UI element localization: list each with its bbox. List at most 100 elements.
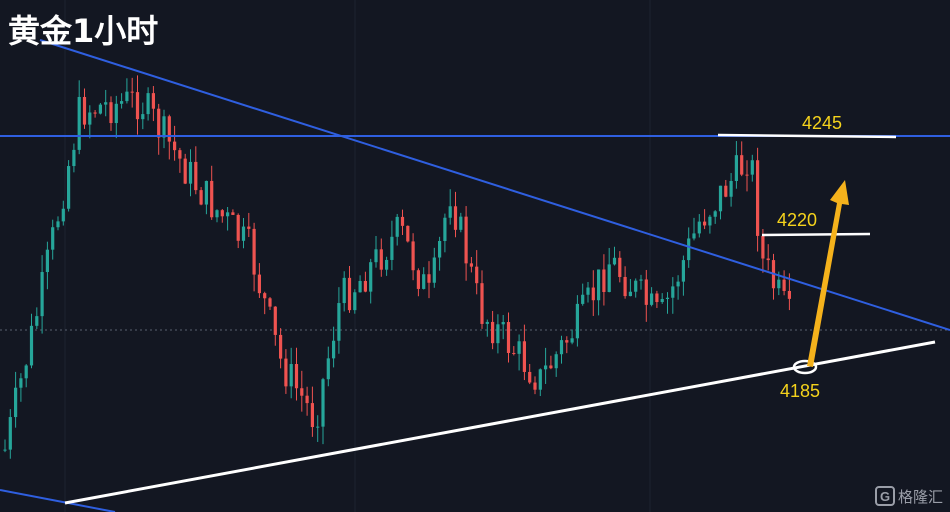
level-line bbox=[717, 133, 897, 139]
candle-body bbox=[67, 166, 71, 209]
candle-body bbox=[729, 181, 733, 197]
candle-body bbox=[45, 249, 49, 273]
title: 黄金1小时 bbox=[8, 12, 158, 50]
candle-body bbox=[93, 112, 97, 114]
watermark-icon bbox=[875, 486, 895, 506]
candle-body bbox=[766, 258, 770, 261]
candle-body bbox=[655, 293, 659, 303]
candle-body bbox=[512, 352, 516, 354]
candle-body bbox=[98, 104, 102, 114]
candle-body bbox=[464, 216, 468, 264]
candle-body bbox=[612, 257, 617, 265]
candle-body bbox=[660, 299, 664, 303]
candle-body bbox=[120, 101, 124, 104]
support-line bbox=[64, 340, 936, 505]
candle-body bbox=[522, 341, 526, 372]
candle-body bbox=[61, 208, 65, 222]
candle-body bbox=[506, 322, 511, 353]
candle-body bbox=[411, 241, 415, 271]
candle-body bbox=[337, 303, 341, 341]
watermark: G 格隆汇 bbox=[875, 486, 943, 506]
level-label: 4185 bbox=[780, 381, 820, 401]
candle-body bbox=[369, 262, 373, 292]
candle-body bbox=[554, 354, 558, 369]
candle-body bbox=[475, 266, 479, 284]
candle-body bbox=[88, 112, 92, 125]
candle-body bbox=[162, 116, 166, 138]
candle-body bbox=[347, 277, 352, 311]
level-label: 4245 bbox=[802, 113, 842, 133]
candle-body bbox=[210, 180, 214, 218]
candle-body bbox=[575, 303, 579, 339]
watermark-text: 格隆汇 bbox=[898, 488, 943, 506]
candle-body bbox=[173, 141, 177, 151]
candle-body bbox=[135, 92, 140, 120]
candle-body bbox=[395, 216, 399, 237]
candle-body bbox=[294, 364, 299, 389]
candle-body bbox=[544, 365, 548, 370]
candle-body bbox=[385, 259, 389, 270]
candle-body bbox=[634, 280, 638, 292]
candle-body bbox=[35, 316, 39, 326]
candle-body bbox=[289, 364, 293, 387]
candle-body bbox=[692, 233, 696, 239]
candle-body bbox=[363, 280, 367, 292]
candle-body bbox=[448, 206, 452, 218]
candle-body bbox=[533, 382, 537, 390]
candle-body bbox=[194, 161, 198, 191]
candle-body bbox=[82, 96, 87, 125]
candle-body bbox=[29, 325, 34, 366]
candle-body bbox=[72, 149, 76, 167]
candle-body bbox=[151, 93, 155, 109]
candle-body bbox=[8, 417, 12, 450]
candle-body bbox=[491, 321, 495, 344]
candle-body bbox=[443, 217, 447, 242]
level-line bbox=[761, 232, 871, 237]
candle-body bbox=[236, 214, 240, 241]
candle-body bbox=[104, 102, 108, 105]
candle-body bbox=[77, 96, 81, 150]
candle-body bbox=[56, 221, 60, 228]
candle-body bbox=[782, 279, 786, 291]
candle-body bbox=[565, 340, 569, 343]
candle-body bbox=[697, 221, 701, 234]
candle-body bbox=[390, 236, 394, 260]
candle-body bbox=[125, 91, 129, 102]
candle-body bbox=[130, 91, 134, 93]
candle-body bbox=[581, 294, 585, 304]
candle-body bbox=[51, 227, 55, 250]
candle-body bbox=[231, 212, 235, 215]
candle-body bbox=[146, 93, 150, 115]
candle-body bbox=[501, 322, 505, 325]
candle-body bbox=[247, 226, 251, 229]
candle-body bbox=[416, 270, 420, 289]
candle-body bbox=[787, 290, 791, 299]
candle-body bbox=[597, 269, 601, 301]
candle-body bbox=[199, 190, 203, 205]
candle-body bbox=[453, 206, 458, 230]
candle-body bbox=[422, 274, 426, 289]
candle-body bbox=[109, 102, 113, 124]
candle-body bbox=[650, 293, 654, 305]
candle-body bbox=[24, 365, 28, 379]
candle-body bbox=[718, 185, 723, 212]
candle-body bbox=[321, 379, 325, 427]
candle-body bbox=[183, 158, 187, 184]
candle-body bbox=[188, 161, 193, 184]
candle-body bbox=[310, 403, 314, 428]
candle-body bbox=[750, 160, 754, 175]
trend-line bbox=[39, 39, 950, 331]
candle-body bbox=[687, 238, 691, 261]
candle-body bbox=[623, 276, 627, 297]
candle-body bbox=[777, 279, 781, 289]
candle-body bbox=[570, 338, 574, 343]
candle-body bbox=[305, 395, 309, 404]
candle-body bbox=[406, 225, 410, 242]
arrow bbox=[807, 180, 849, 367]
candle-body bbox=[342, 277, 346, 304]
candle-body bbox=[671, 286, 675, 298]
candle-body bbox=[586, 287, 590, 295]
